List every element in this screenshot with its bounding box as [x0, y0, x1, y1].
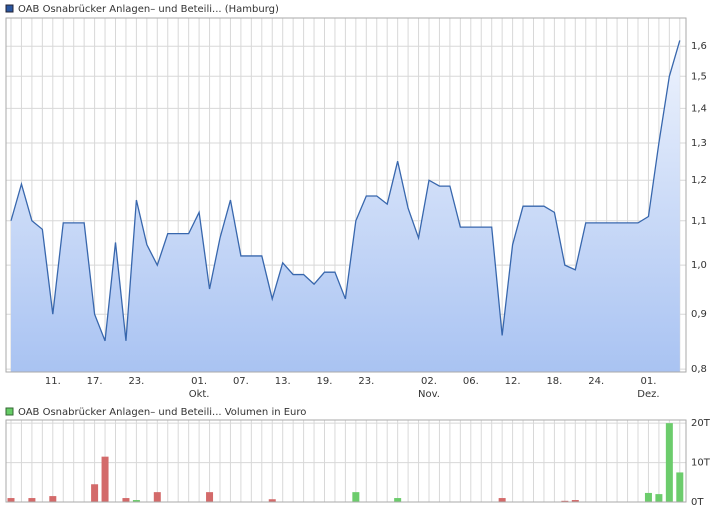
y-tick-label: 1,3 — [691, 138, 707, 149]
y-tick-label: 1,1 — [691, 216, 707, 227]
y-tick-label: 1,4 — [691, 103, 707, 114]
legend-swatch — [5, 407, 14, 416]
y-tick-label: 1,5 — [691, 71, 707, 82]
volume-bar — [644, 492, 652, 502]
volume-bar — [49, 496, 57, 502]
x-month-label: Dez. — [637, 389, 659, 400]
x-tick-label: 18. — [546, 376, 562, 387]
x-tick-label: 11. — [45, 376, 61, 387]
x-tick-label: 07. — [233, 376, 249, 387]
area — [11, 40, 680, 373]
x-tick-label: 17. — [87, 376, 103, 387]
volume-bar — [655, 494, 663, 502]
x-month-label: Nov. — [418, 389, 440, 400]
volume-bar — [665, 423, 673, 502]
x-tick-label: 13. — [275, 376, 291, 387]
volume-bar — [206, 492, 214, 502]
volume-bar — [394, 498, 402, 502]
x-tick-label: 19. — [317, 376, 333, 387]
y-tick-label: 1,0 — [691, 260, 707, 271]
volume-bar — [571, 500, 579, 502]
volume-bar — [28, 498, 36, 502]
volume-bar — [91, 484, 99, 502]
volume-bar — [268, 499, 276, 502]
x-tick-label: 02. — [421, 376, 437, 387]
y-tick-label: 0,8 — [691, 364, 707, 375]
volume-bar — [352, 492, 360, 502]
x-tick-label: 06. — [463, 376, 479, 387]
x-tick-label: 01. — [191, 376, 207, 387]
volume-bar — [561, 500, 569, 502]
x-tick-label: 01. — [640, 376, 656, 387]
plot-area — [6, 420, 686, 502]
x-tick-label: 24. — [588, 376, 604, 387]
x-tick-label: 23. — [358, 376, 374, 387]
price-line — [10, 40, 681, 342]
volume-bar — [498, 498, 506, 502]
y-tick-label: 0T — [691, 497, 704, 508]
x-month-label: Okt. — [189, 389, 210, 400]
volume-bar — [153, 492, 161, 502]
y-tick-label: 1,6 — [691, 41, 707, 52]
volume-bar — [122, 498, 130, 502]
legend-label: OAB Osnabrücker Anlagen– und Beteili... … — [18, 4, 279, 15]
plot-frame — [5, 17, 687, 373]
volume-bar — [101, 456, 109, 502]
volume-bar — [132, 500, 140, 502]
y-tick-label: 10T — [691, 458, 711, 469]
legend-swatch — [5, 4, 14, 13]
volume-bar — [676, 472, 684, 502]
y-tick-label: 0,9 — [691, 309, 707, 320]
y-tick-label: 20T — [691, 418, 711, 429]
x-tick-label: 12. — [505, 376, 521, 387]
y-tick-label: 1,2 — [691, 175, 707, 186]
legend-label: OAB Osnabrücker Anlagen– und Beteili... … — [18, 407, 306, 418]
plot-frame — [5, 419, 687, 503]
x-tick-label: 23. — [128, 376, 144, 387]
volume-bar — [7, 498, 15, 502]
